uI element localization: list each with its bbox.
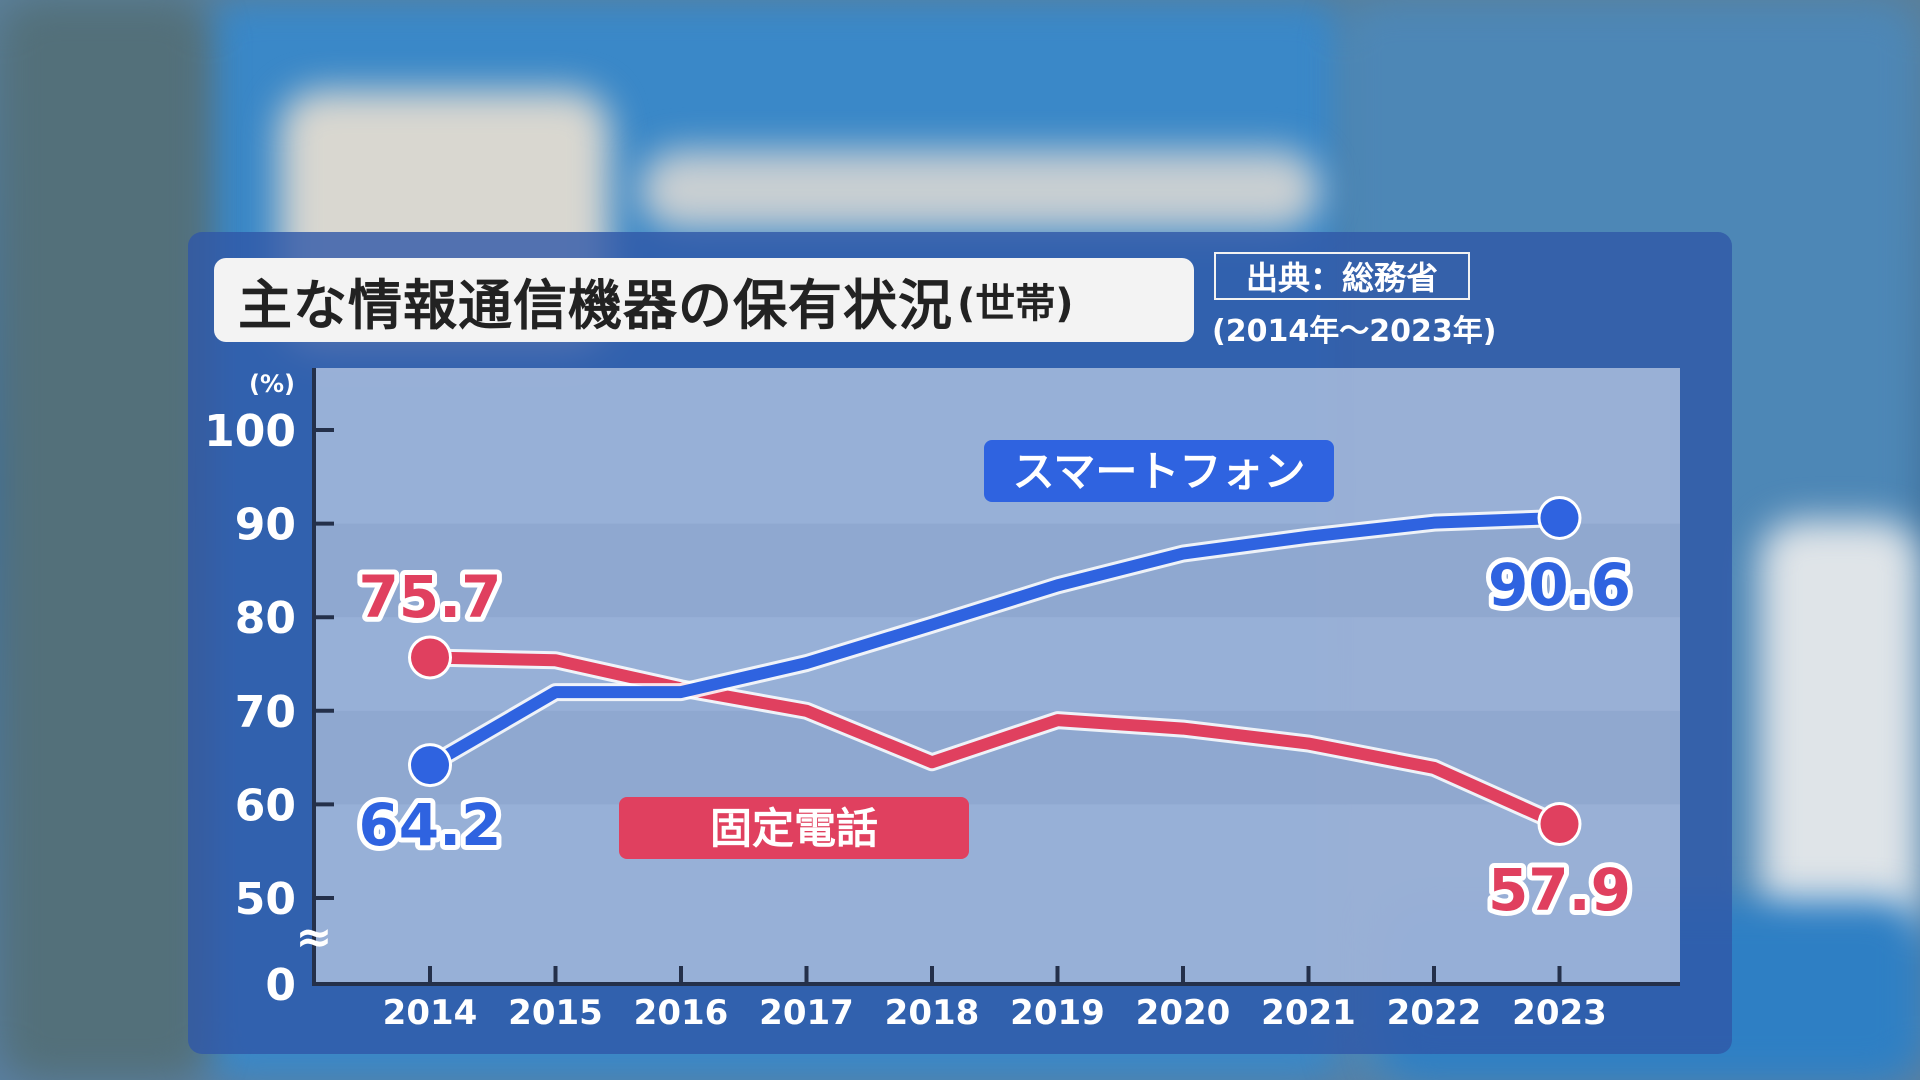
y-tick-label: 100 [204,406,296,457]
x-tick-label: 2021 [1261,993,1356,1033]
period-label: (2014年〜2023年) [1212,314,1497,349]
x-tick-label: 2015 [508,993,603,1033]
y-tick-label: 80 [235,593,296,644]
data-label: 57.9 [1488,856,1631,924]
y-tick-label: 70 [235,687,296,738]
y-tick-label: 90 [235,500,296,551]
y-axis-unit: (%) [249,370,295,398]
series-line [424,511,1566,772]
data-point [1540,805,1579,844]
axis-break-icon: ≈ [296,912,333,963]
source-label: 出典：総務省 [1214,252,1470,300]
x-tick-label: 2018 [885,993,980,1033]
y-tick-label: 0 [265,960,296,1011]
data-point [411,638,449,677]
x-tick-label: 2017 [759,993,854,1033]
chart-title: 主な情報通信機器の保有状況 [238,273,953,337]
data-label: 64.2 [358,791,501,859]
x-tick-label: 2023 [1512,993,1607,1033]
x-tick-label: 2016 [634,993,729,1033]
series-name-label: スマートフォン [1013,447,1306,496]
data-point [1540,498,1579,537]
grid-band [314,710,1680,805]
x-tick-label: 2022 [1387,993,1482,1033]
data-label: 75.7 [358,563,501,631]
series-name-box [619,797,969,859]
x-tick-label: 2020 [1136,993,1231,1033]
chart-title-box: 主な情報通信機器の保有状況 (世帯) [214,258,1194,342]
series-name-box [984,440,1334,502]
data-point [411,746,449,785]
data-label: 90.6 [1488,551,1631,619]
series-line [424,651,1566,831]
series-name-label: 固定電話 [710,804,878,853]
x-tick-label: 2014 [383,993,478,1033]
chart-title-suffix: (世帯) [957,281,1074,327]
x-tick-label: 2019 [1010,993,1105,1033]
y-tick-label: 50 [235,874,296,925]
y-tick-label: 60 [235,780,296,831]
